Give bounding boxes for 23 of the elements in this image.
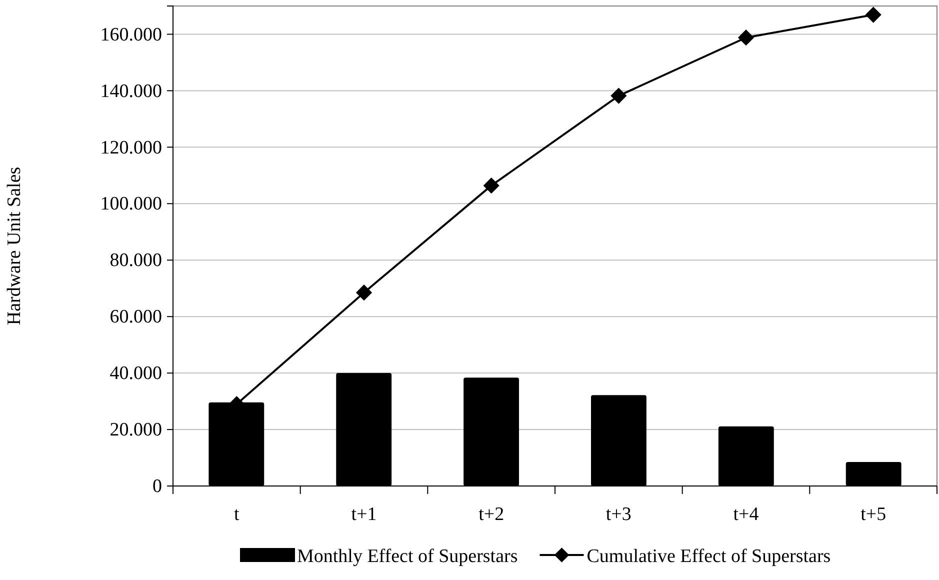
y-tick-label: 40.000 [110, 363, 162, 384]
y-tick-label: 160.000 [100, 24, 162, 46]
y-tick-label: 140.000 [100, 80, 162, 102]
y-tick-label: 20.000 [110, 420, 162, 441]
x-tick-label: t [234, 504, 240, 525]
y-axis-title: Hardware Unit Sales [4, 166, 25, 326]
y-tick-label: 80.000 [110, 250, 162, 272]
point [483, 178, 500, 194]
y-tick-label: 0 [152, 476, 162, 498]
x-tick-label: t+3 [606, 504, 632, 525]
point [865, 6, 882, 23]
y-tick-label: 120.000 [100, 137, 162, 158]
x-tick-label: t+1 [351, 504, 377, 525]
y-tick-label: 100.000 [100, 194, 162, 215]
point [738, 30, 754, 46]
y-tick-label: 60.000 [110, 306, 162, 328]
x-tick-label: t+4 [733, 504, 760, 525]
point [610, 88, 627, 104]
point [356, 284, 372, 301]
legend-label: Monthly Effect of Superstars [297, 546, 518, 567]
x-tick-label: t+2 [478, 504, 504, 525]
x-tick-label: t+5 [860, 504, 886, 525]
legend-label: Cumulative Effect of Superstars [586, 546, 831, 567]
